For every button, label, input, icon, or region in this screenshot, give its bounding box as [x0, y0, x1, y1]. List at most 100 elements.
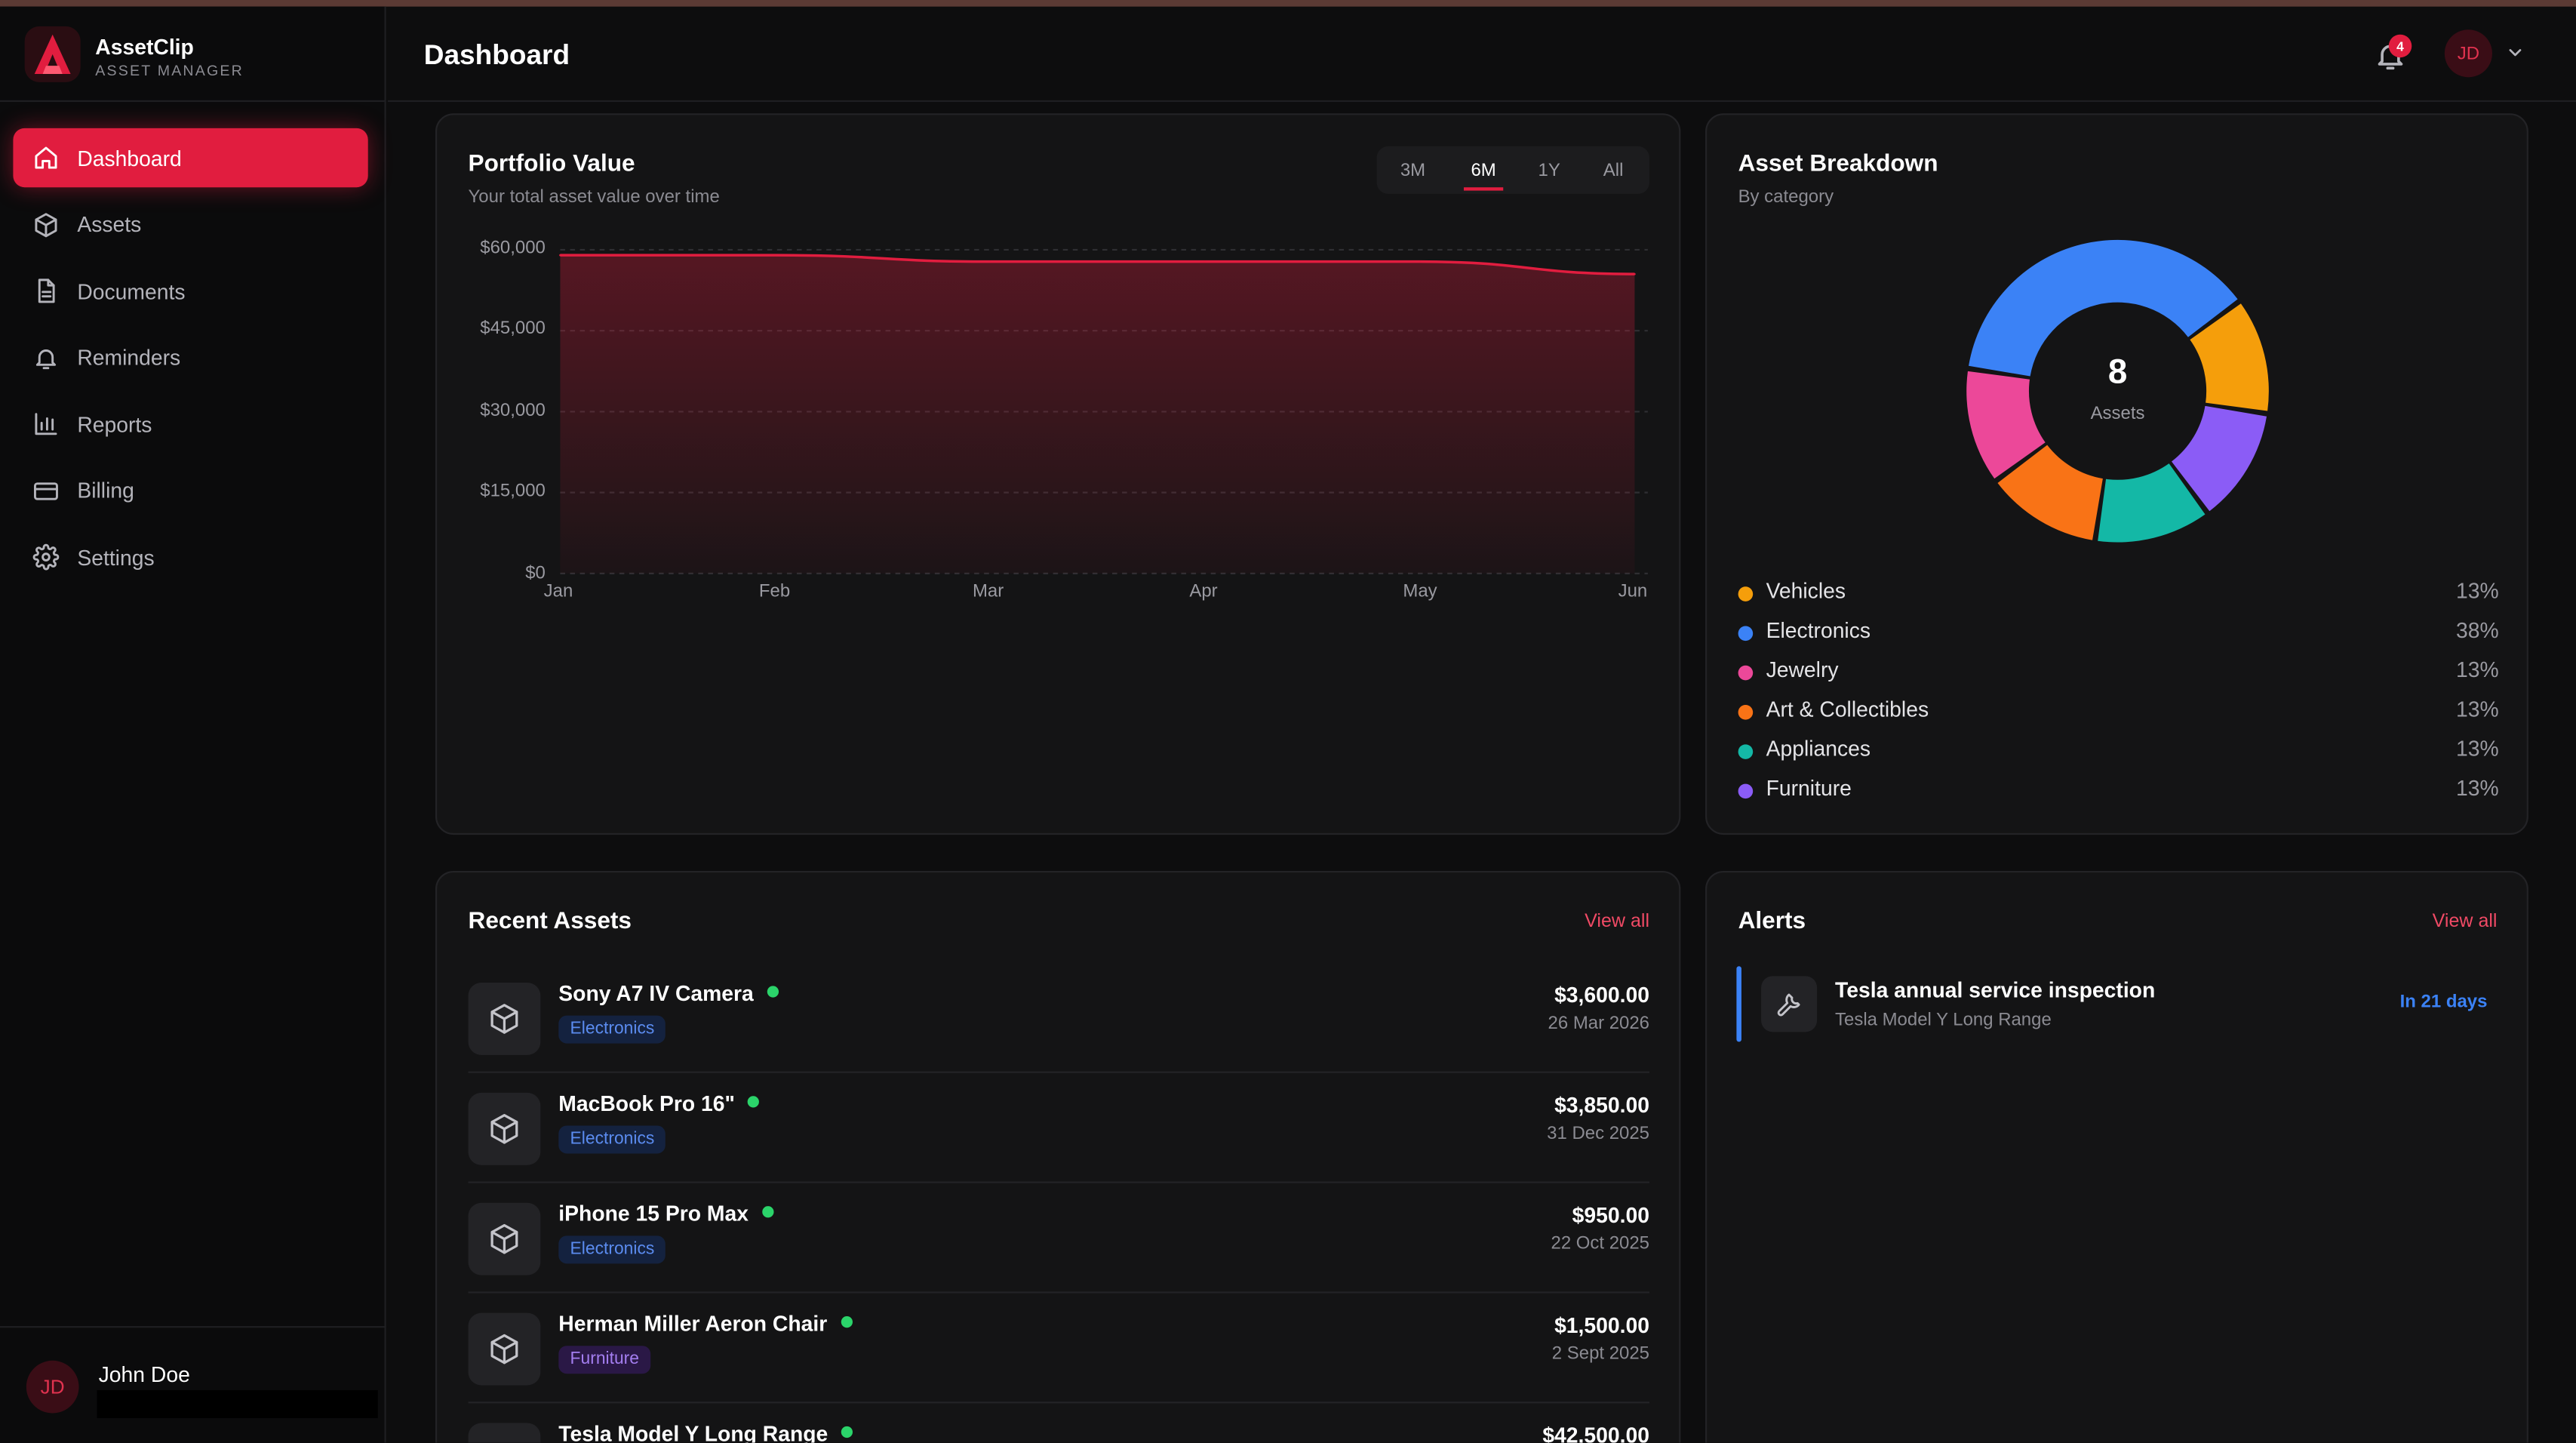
legend-swatch [1738, 626, 1754, 642]
user-profile[interactable]: JD John Doe [0, 1326, 386, 1443]
asset-row[interactable]: Herman Miller Aeron Chair Furniture $1,5… [468, 1294, 1650, 1404]
donut-slice-furniture[interactable] [2172, 405, 2267, 512]
y-tick-label: $15,000 [480, 481, 546, 502]
avatar: JD [26, 1360, 79, 1414]
view-all-alerts-link[interactable]: View all [2432, 912, 2498, 932]
sidebar: AssetClip ASSET MANAGER Dashboard Assets… [0, 6, 386, 1443]
box-icon [35, 212, 57, 237]
donut-slice-electronics[interactable] [1969, 239, 2238, 377]
status-dot [841, 1426, 853, 1438]
legend-swatch [1738, 665, 1754, 681]
category-badge: Furniture [558, 1346, 651, 1374]
legend-swatch [1738, 783, 1754, 799]
series-line [560, 254, 1635, 275]
range-tab-3m[interactable]: 3M [1400, 160, 1426, 180]
recent-assets-title: Recent Assets [468, 909, 632, 935]
legend-item: Electronics 38% [1738, 618, 2499, 651]
portfolio-subtitle: Your total asset value over time [468, 187, 720, 208]
legend-item: Art & Collectibles 13% [1738, 697, 2499, 730]
sidebar-item-settings[interactable]: Settings [13, 528, 367, 586]
sidebar-item-billing[interactable]: Billing [13, 461, 367, 520]
x-tick-label: Feb [758, 581, 791, 602]
status-dot [761, 1206, 773, 1218]
brand-name: AssetClip [95, 34, 194, 60]
breakdown-subtitle: By category [1738, 187, 1834, 208]
data-point [1634, 272, 1636, 275]
wrench-icon [1761, 976, 1818, 1032]
status-dot [767, 986, 779, 998]
sidebar-item-documents[interactable]: Documents [13, 261, 367, 320]
sidebar-item-reports[interactable]: Reports [13, 395, 367, 454]
asset-row[interactable]: iPhone 15 Pro Max Electronics $950.00 22… [468, 1183, 1650, 1294]
alert-subtitle: Tesla Model Y Long Range [1835, 1011, 2052, 1031]
asset-row[interactable]: MacBook Pro 16" Electronics $3,850.00 31… [468, 1073, 1650, 1183]
legend-label: Jewelry [1766, 657, 1839, 682]
sidebar-nav: Dashboard Assets Documents Reminders Rep… [13, 128, 368, 594]
category-badge: Electronics [558, 1235, 666, 1264]
breakdown-donut-chart [1966, 239, 2269, 543]
range-tab-all[interactable]: All [1603, 160, 1624, 180]
legend-item: Jewelry 13% [1738, 657, 2499, 691]
donut-slice-appliances[interactable] [2098, 463, 2206, 543]
brand-subtitle: ASSET MANAGER [95, 62, 244, 79]
donut-slice-art-collectibles[interactable] [1997, 445, 2103, 540]
credit-card-icon [33, 482, 58, 500]
alerts-title: Alerts [1738, 909, 1806, 935]
asset-row[interactable]: Tesla Model Y Long Range $42,500.00 [468, 1403, 1649, 1443]
alert-due: In 21 days [2399, 992, 2488, 1013]
legend-label: Vehicles [1766, 578, 1846, 604]
data-point [1419, 260, 1421, 263]
legend-item: Appliances 13% [1738, 736, 2499, 769]
y-tick-label: $0 [525, 563, 546, 583]
data-point [773, 254, 776, 257]
legend-label: Furniture [1766, 775, 1852, 801]
y-tick-label: $30,000 [480, 401, 546, 421]
donut-center-label: Assets [2090, 404, 2145, 424]
asset-name: Sony A7 IV Camera [558, 981, 779, 1006]
sidebar-item-label: Documents [77, 278, 186, 303]
notification-badge: 4 [2388, 34, 2412, 58]
breakdown-card: Asset Breakdown By category 8 Assets Veh… [1705, 113, 2528, 835]
alert-item[interactable]: Tesla annual service inspection Tesla Mo… [1736, 966, 2497, 1042]
legend-label: Appliances [1766, 736, 1871, 761]
range-tab-6m[interactable]: 6M [1471, 160, 1496, 180]
view-all-assets-link[interactable]: View all [1585, 912, 1650, 932]
recent-assets-card: Recent Assets View all Sony A7 IV Camera… [435, 870, 1681, 1443]
sidebar-item-dashboard[interactable]: Dashboard [13, 128, 368, 188]
legend-percent: 13% [2455, 697, 2499, 722]
sidebar-item-reminders[interactable]: Reminders [13, 328, 367, 386]
legend-percent: 13% [2455, 578, 2499, 604]
logo-icon [24, 26, 81, 82]
home-icon [35, 146, 57, 169]
data-point [1203, 260, 1207, 263]
legend-swatch [1738, 744, 1754, 759]
asset-row[interactable]: Sony A7 IV Camera Electronics $3,600.00 … [468, 963, 1650, 1073]
area-fill [560, 255, 1635, 574]
donut-slice-jewelry[interactable] [1966, 371, 2046, 479]
legend-percent: 13% [2455, 736, 2499, 761]
asset-date: 22 Oct 2025 [1551, 1234, 1650, 1254]
data-point [988, 260, 991, 263]
portfolio-card: Portfolio Value Your total asset value o… [435, 113, 1681, 835]
bar-chart-icon [35, 413, 57, 435]
range-tab-1y[interactable]: 1Y [1538, 160, 1560, 180]
top-border [0, 0, 2576, 7]
legend-percent: 13% [2455, 775, 2499, 801]
sidebar-item-assets[interactable]: Assets [13, 195, 367, 254]
sidebar-item-label: Dashboard [77, 145, 182, 171]
asset-name: Tesla Model Y Long Range [558, 1421, 853, 1443]
asset-date: 26 Mar 2026 [1548, 1014, 1650, 1034]
asset-price: $3,850.00 [1554, 1092, 1650, 1118]
asset-price: $1,500.00 [1554, 1312, 1650, 1338]
bell-icon [35, 348, 57, 369]
avatar[interactable]: JD [2444, 29, 2492, 78]
asset-name: iPhone 15 Pro Max [558, 1201, 773, 1226]
donut-slice-vehicles[interactable] [2190, 303, 2269, 411]
status-dot [748, 1096, 760, 1108]
asset-price: $950.00 [1572, 1202, 1650, 1228]
asset-name: Herman Miller Aeron Chair [558, 1311, 852, 1336]
gear-icon [32, 543, 60, 571]
box-icon [468, 1312, 541, 1386]
chevron-down-icon[interactable] [2505, 43, 2525, 63]
